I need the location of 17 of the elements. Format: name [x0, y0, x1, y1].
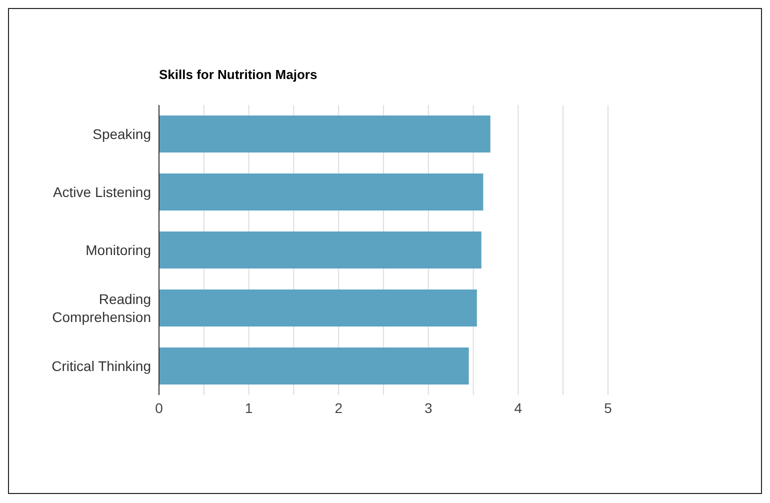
bar	[159, 347, 469, 384]
x-tick-label: 0	[155, 400, 164, 416]
x-tick-label: 2	[334, 400, 343, 416]
x-tick-label: 4	[514, 400, 522, 416]
y-tick-label: Monitoring	[86, 242, 151, 258]
x-tick-label: 1	[244, 400, 253, 416]
bar	[159, 289, 477, 326]
x-tick-label: 3	[424, 400, 432, 416]
y-tick-label: Critical Thinking	[52, 358, 151, 374]
x-tick-label: 5	[604, 400, 612, 416]
y-tick-label: Active Listening	[52, 184, 151, 200]
bar	[159, 231, 482, 268]
chart-title: Skills for Nutrition Majors	[159, 67, 318, 82]
y-tick-label: Speaking	[92, 126, 151, 142]
bar	[159, 115, 490, 152]
y-tick-label: Reading Comprehension	[52, 291, 151, 325]
bar	[159, 173, 484, 210]
